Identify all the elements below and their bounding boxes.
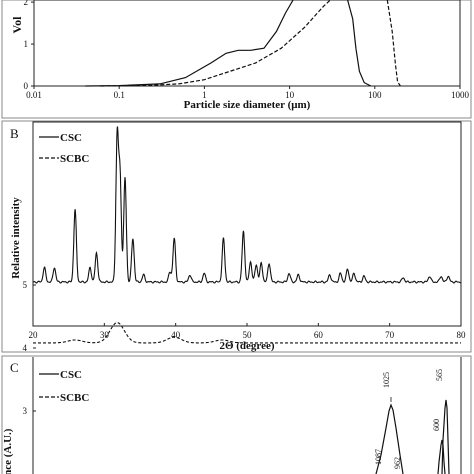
panel-c: C CSC SCBC ance (A.U.) 345 1025 565 600 … xyxy=(1,280,472,474)
panel-a-series-1-fall xyxy=(347,0,372,87)
legend-label-scbc: SCBC xyxy=(60,153,89,165)
panel-b-series-scbc xyxy=(33,322,461,344)
legend-label-scbc: SCBC xyxy=(60,392,89,404)
panel-c-csc-peak-600 xyxy=(437,439,446,474)
panel-b-ylabel: Relative intensity xyxy=(10,197,22,279)
panel-b-label: B xyxy=(10,126,19,141)
panel-a-xtick-label: 0.1 xyxy=(114,90,125,100)
annot-1087: 1087 xyxy=(374,449,383,465)
panel-c-ylabel: ance (A.U.) xyxy=(2,428,14,474)
panel-a-xlabel: Particle size diameter (μm) xyxy=(184,99,311,111)
panel-c-ytick-label: 5 xyxy=(23,280,28,290)
panel-b: B CSC SCBC Relative intensity 20 30 40 50 60… xyxy=(1,120,472,353)
annot-600: 600 xyxy=(432,419,441,431)
panel-a-xtick-label: 1 xyxy=(202,90,207,100)
panel-a-series-1-rise xyxy=(85,0,294,87)
panel-b-xtick-label: 20 xyxy=(29,330,39,340)
panel-b-xlabel: 2Θ (degree) xyxy=(219,340,274,352)
panel-c-frame xyxy=(1,355,472,474)
panel-a-xtick-label: 100 xyxy=(368,90,382,100)
panel-a-ytick-label: 1 xyxy=(24,39,29,49)
annot-1025: 1025 xyxy=(382,372,391,388)
panel-a-xtick-label: 10 xyxy=(285,90,295,100)
panel-a-series-2-rise xyxy=(100,0,331,87)
panel-c-label: C xyxy=(10,360,19,375)
panel-a-ylabel: Vol xyxy=(10,16,24,34)
panel-b-xtick-label: 70 xyxy=(385,330,395,340)
panel-c-csc-peak-1025 xyxy=(375,403,404,474)
panel-b-xtick-label: 50 xyxy=(243,330,253,340)
panel-b-xtick-label: 80 xyxy=(457,330,467,340)
legend-label-csc: CSC xyxy=(60,369,82,381)
panel-b-frame xyxy=(1,120,472,353)
panel-c-ytick-label: 4 xyxy=(23,343,28,353)
legend-label-csc: CSC xyxy=(60,132,82,144)
panel-a-ytick-label: 0 xyxy=(24,81,29,91)
panel-c-ytick-label: 3 xyxy=(23,406,28,416)
panel-a-plot-area xyxy=(33,0,461,87)
panel-b-plot-area xyxy=(32,121,462,327)
panel-a-xtick-label: 0.01 xyxy=(26,90,42,100)
panel-b-legend: CSC SCBC xyxy=(39,132,89,165)
annot-565: 565 xyxy=(435,369,444,381)
panel-b-xtick-label: 40 xyxy=(171,330,181,340)
panel-a-frame xyxy=(1,0,472,119)
annot-962: 962 xyxy=(393,457,402,469)
panel-a: 0.01 0.1 1 10 100 1000 0 1 2 Vol Particle size d… xyxy=(1,0,472,119)
panel-b-series-csc xyxy=(32,126,462,284)
panel-c-csc-peak-565 xyxy=(441,399,450,474)
panel-a-xtick-label: 1000 xyxy=(451,90,470,100)
panel-a-ytick-label: 2 xyxy=(24,0,29,7)
panel-a-series-2-fall xyxy=(386,0,401,87)
panel-c-legend: CSC SCBC xyxy=(39,369,89,404)
panel-b-xtick-label: 60 xyxy=(314,330,324,340)
panel-b-xtick-label: 30 xyxy=(100,330,110,340)
